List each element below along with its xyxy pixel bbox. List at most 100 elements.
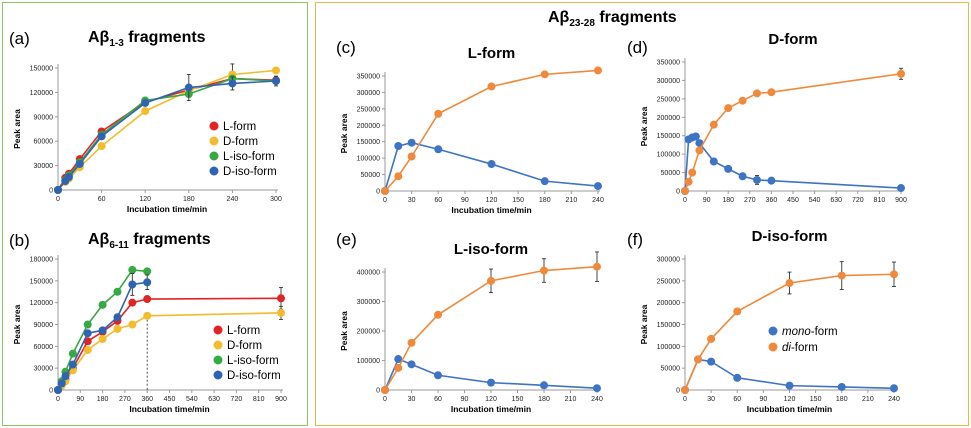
data-point — [141, 107, 150, 116]
y-tick-label: 0 — [376, 388, 380, 395]
data-point — [707, 334, 716, 343]
data-point — [738, 96, 747, 105]
data-point — [897, 184, 905, 193]
x-tick-label: 450 — [787, 197, 799, 204]
data-point — [57, 379, 66, 388]
data-point — [593, 384, 601, 393]
data-point — [143, 311, 152, 320]
data-point — [767, 88, 776, 97]
panel-label-c: (c) — [336, 38, 356, 57]
y-tick-label: 50000 — [661, 170, 681, 177]
x-tick-label: 90 — [461, 197, 469, 204]
x-tick-label: 60 — [733, 396, 741, 403]
y-tick-label: 100000 — [357, 358, 380, 365]
x-tick-label: 30 — [408, 197, 416, 204]
data-point — [97, 132, 106, 141]
data-point — [487, 82, 496, 91]
y-tick-label: 150000 — [657, 133, 680, 140]
legend-label: D-form — [227, 340, 262, 352]
data-point — [707, 357, 716, 366]
data-point — [113, 313, 122, 322]
data-point — [381, 386, 389, 394]
y-tick-label: 30000 — [34, 163, 54, 170]
x-tick-label: 60 — [434, 197, 442, 204]
y-axis-label: Peak area — [639, 304, 649, 344]
x-tick-label: 300 — [270, 196, 282, 203]
group-title-right: Aβ23-28 fragments — [548, 9, 677, 30]
data-point — [113, 287, 122, 296]
y-tick-label: 300000 — [357, 299, 380, 306]
y-tick-label: 200000 — [357, 329, 380, 336]
x-axis-label: Incubation time/min — [451, 205, 531, 215]
data-point — [394, 172, 403, 181]
chart-title: L-iso-form — [454, 241, 528, 258]
data-point — [381, 187, 389, 195]
x-tick-label: 0 — [683, 396, 687, 403]
x-tick-label: 60 — [434, 396, 442, 403]
legend-marker-mono — [768, 326, 778, 336]
data-point — [695, 146, 704, 155]
data-point — [98, 326, 107, 335]
legend-label-mono: mono-form — [782, 326, 838, 338]
legend-marker — [213, 355, 223, 365]
legend-marker — [209, 151, 219, 161]
y-tick-label: 200000 — [657, 300, 680, 307]
panel-label-f: (f) — [627, 230, 644, 249]
x-tick-label: 150 — [810, 396, 822, 403]
series-line — [684, 135, 902, 192]
data-point — [540, 266, 548, 275]
x-tick-label: 90 — [759, 396, 767, 403]
data-point — [487, 378, 495, 387]
data-point — [54, 186, 62, 194]
data-point — [83, 320, 92, 329]
x-tick-label: 540 — [186, 396, 198, 403]
x-tick-label: 360 — [141, 396, 153, 403]
x-tick-label: 810 — [253, 396, 265, 403]
data-point — [277, 308, 285, 317]
data-point — [54, 386, 62, 394]
data-point — [709, 120, 718, 129]
y-tick-label: 60000 — [34, 344, 54, 351]
y-tick-label: 120000 — [30, 300, 53, 307]
data-point — [128, 265, 137, 274]
panel-label-e: (e) — [336, 230, 357, 249]
data-point — [64, 172, 73, 181]
x-tick-label: 30 — [707, 396, 715, 403]
data-point — [694, 355, 703, 364]
chart-title: L-form — [468, 45, 516, 62]
y-tick-label: 120000 — [30, 90, 53, 97]
y-tick-label: 100000 — [657, 152, 680, 159]
data-point — [540, 70, 549, 79]
chart-d: 0 50000 100000 150000 200000 250000 300000 3500… — [639, 31, 907, 204]
data-point — [407, 338, 416, 347]
data-point — [487, 276, 495, 285]
data-point — [733, 307, 742, 316]
y-tick-label: 100000 — [357, 156, 380, 163]
y-tick-label: 0 — [49, 388, 53, 395]
data-point — [733, 373, 742, 382]
y-tick-label: 150000 — [30, 278, 53, 285]
data-point — [709, 157, 718, 166]
chart-e: 0 100000 200000 300000 400000 0 30 60 90 120 150 18… — [339, 241, 603, 414]
x-tick-label: 120 — [485, 396, 497, 403]
y-tick-label: 0 — [676, 189, 680, 196]
panel-label-d: (d) — [627, 38, 648, 57]
data-point — [184, 83, 193, 92]
data-point — [394, 363, 403, 372]
legend-label: D-form — [223, 136, 258, 148]
x-tick-label: 360 — [766, 197, 778, 204]
x-tick-label: 180 — [539, 197, 551, 204]
data-point — [540, 177, 549, 186]
data-point — [143, 267, 152, 276]
data-point — [837, 271, 846, 280]
x-tick-label: 810 — [874, 197, 886, 204]
y-axis-label: Peak area — [12, 109, 22, 149]
x-tick-label: 90 — [76, 396, 84, 403]
y-tick-label: 50000 — [361, 172, 381, 179]
y-tick-label: 400000 — [357, 270, 380, 277]
y-axis-label: Peak area — [12, 304, 22, 344]
y-tick-label: 60000 — [34, 139, 54, 146]
x-tick-label: 180 — [836, 396, 848, 403]
data-point — [272, 77, 280, 86]
